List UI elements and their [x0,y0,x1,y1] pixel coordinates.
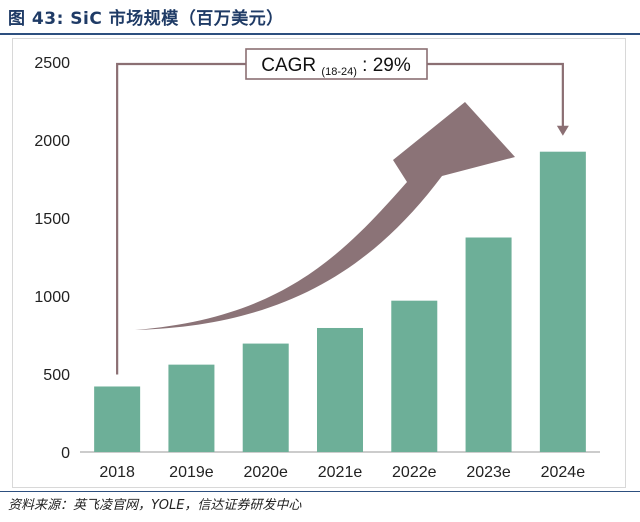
x-tick-label: 2021e [318,464,363,481]
growth-arrow-shape [135,102,515,330]
x-tick-label: 2020e [243,464,288,481]
y-tick-label: 1000 [34,289,70,306]
figure-title: 图 43: SiC 市场规模（百万美元） [8,9,284,29]
cagr-label: CAGR (18-24) : 29% [261,55,411,80]
y-axis: 0 500 1000 1500 2000 2500 [34,55,600,462]
bars [94,151,586,452]
cagr-label-value: : 29% [362,55,411,76]
bar-2019e [168,364,215,452]
x-axis-labels: 2018 2019e 2020e 2021e 2022e 2023e 2024e [99,464,585,481]
bar-2022e [391,300,438,452]
x-tick-label: 2024e [541,464,586,481]
x-tick-label: 2023e [466,464,511,481]
bar-chart: 0 500 1000 1500 2000 2500 2018 2019e 2020e 2021e… [34,48,600,481]
bar-2020e [242,343,289,452]
bar-2023e [465,237,512,452]
x-tick-label: 2018 [99,464,135,481]
growth-arrow [135,102,515,330]
footer-divider [0,491,640,492]
bar-2024e [539,151,586,452]
y-tick-label: 2500 [34,55,70,72]
y-tick-label: 2000 [34,133,70,150]
cagr-label-main: CAGR [261,55,316,76]
x-tick-label: 2022e [392,464,437,481]
title-divider [0,33,640,35]
y-tick-label: 1500 [34,211,70,228]
source-note: 资料来源：英飞凌官网，YOLE，信达证券研发中心 [8,498,302,513]
bar-2021e [317,327,363,452]
cagr-box [245,48,428,80]
bar-2018 [94,386,141,452]
cagr-annotation: CAGR (18-24) : 29% [116,48,569,375]
cagr-arrowhead [556,125,569,136]
cagr-label-subscript: (18-24) [321,66,356,78]
y-tick-label: 0 [61,445,70,462]
y-tick-label: 500 [43,367,70,384]
x-tick-label: 2019e [169,464,214,481]
